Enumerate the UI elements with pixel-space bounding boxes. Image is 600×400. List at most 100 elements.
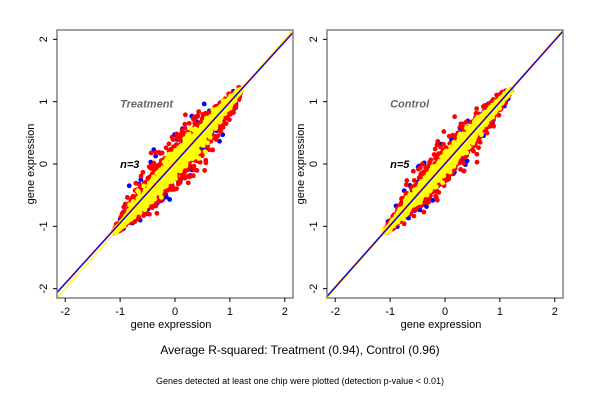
data-point: [145, 175, 151, 181]
data-point: [205, 140, 210, 146]
data-point: [464, 158, 470, 164]
data-point: [171, 144, 177, 150]
data-point: [421, 169, 427, 175]
data-point: [158, 189, 164, 194]
data-point: [196, 155, 202, 161]
data-point: [426, 199, 431, 205]
data-point: [207, 134, 213, 140]
x-tick-label: 1: [227, 306, 233, 318]
y-tick-label: -2: [38, 284, 50, 294]
data-point: [201, 101, 207, 107]
data-point: [163, 145, 169, 151]
data-point: [474, 151, 480, 157]
sample-size-label: n=3: [120, 159, 139, 171]
data-point: [185, 131, 191, 137]
y-axis-title: gene expression: [25, 124, 37, 205]
data-point: [151, 203, 156, 209]
data-point: [460, 121, 466, 127]
data-point: [155, 186, 161, 192]
y-tick-label: 1: [38, 99, 50, 105]
data-point: [176, 147, 182, 153]
data-point: [424, 204, 429, 209]
data-point: [148, 150, 154, 156]
data-point: [191, 163, 197, 169]
data-point: [213, 126, 218, 131]
data-point: [196, 109, 202, 114]
data-point: [157, 168, 163, 174]
data-point: [484, 130, 490, 136]
data-point: [194, 148, 200, 153]
x-tick-label: -2: [60, 306, 70, 318]
data-point: [217, 125, 223, 131]
data-point: [458, 166, 463, 172]
data-point: [420, 161, 425, 167]
data-point: [223, 100, 229, 105]
data-point: [177, 179, 183, 185]
data-point: [164, 179, 170, 184]
data-point: [153, 153, 158, 159]
data-point: [189, 147, 195, 152]
data-point: [165, 187, 171, 193]
data-point: [191, 127, 196, 133]
data-point: [476, 145, 481, 151]
data-point: [165, 152, 171, 158]
data-point: [438, 144, 443, 150]
data-point: [491, 123, 497, 129]
x-tick-label: 0: [172, 306, 178, 318]
data-point: [140, 169, 146, 175]
x-axis-title: gene expression: [131, 319, 212, 331]
data-point: [163, 183, 169, 189]
data-point: [178, 131, 184, 137]
data-point: [175, 135, 181, 140]
data-point: [190, 154, 196, 160]
data-point: [124, 195, 130, 200]
data-point: [182, 125, 188, 131]
data-point: [122, 201, 128, 207]
data-point: [433, 193, 439, 199]
data-point: [174, 186, 179, 192]
data-point: [170, 169, 176, 175]
data-point: [411, 177, 417, 183]
data-point: [149, 199, 155, 205]
data-point: [141, 183, 147, 189]
data-point: [446, 133, 452, 139]
data-point: [427, 159, 433, 165]
data-point: [417, 165, 423, 171]
data-point: [404, 178, 410, 183]
data-point: [461, 168, 467, 174]
data-point: [194, 168, 200, 173]
x-tick-label: -1: [115, 306, 125, 318]
data-point: [158, 194, 164, 200]
data-point: [177, 168, 183, 174]
data-point: [144, 211, 150, 217]
y-tick-label: -1: [38, 221, 50, 231]
data-point: [156, 199, 162, 204]
data-point: [147, 163, 153, 169]
data-point: [169, 158, 175, 164]
x-tick-label: 2: [282, 306, 288, 318]
data-point: [199, 153, 205, 159]
data-point: [195, 141, 201, 147]
data-point: [126, 183, 132, 189]
data-point: [161, 159, 167, 165]
data-point: [401, 221, 407, 227]
data-point: [477, 139, 483, 145]
data-point: [133, 180, 139, 186]
y-tick-label: 2: [38, 36, 50, 42]
data-point: [432, 146, 438, 152]
data-point: [169, 134, 175, 140]
data-point: [182, 112, 188, 118]
data-point: [203, 110, 209, 116]
reference-line-identity: [57, 30, 293, 298]
data-point: [182, 154, 187, 160]
data-point: [203, 157, 209, 163]
data-point: [182, 142, 188, 148]
data-point: [441, 141, 446, 147]
data-point: [474, 106, 480, 112]
panel-title: Treatment: [120, 99, 174, 111]
data-point: [482, 103, 488, 108]
data-point: [185, 180, 191, 186]
data-point: [203, 132, 209, 138]
